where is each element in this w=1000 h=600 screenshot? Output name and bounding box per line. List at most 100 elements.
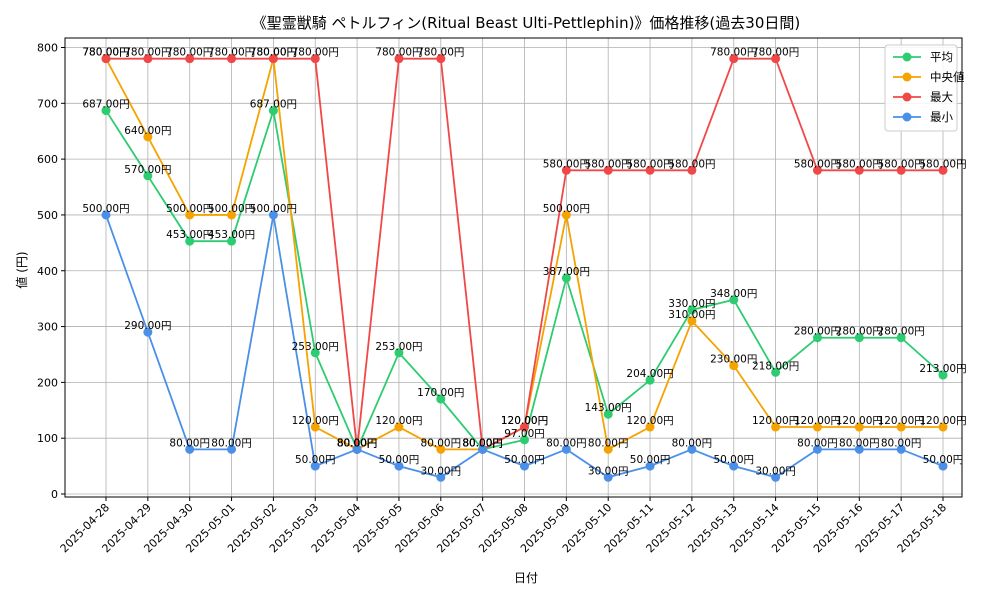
data-point <box>645 461 655 471</box>
data-label: 780.00円 <box>208 47 255 59</box>
data-label: 780.00円 <box>752 47 799 59</box>
data-point <box>143 171 153 181</box>
data-point <box>185 54 195 64</box>
data-point <box>394 422 404 432</box>
data-point <box>394 461 404 471</box>
data-point <box>938 165 948 175</box>
x-axis-label: 日付 <box>514 571 538 585</box>
data-label: 290.00円 <box>124 320 171 332</box>
data-label: 453.00円 <box>208 229 255 241</box>
data-point <box>436 472 446 482</box>
data-point <box>771 472 781 482</box>
data-label: 120.00円 <box>752 415 799 427</box>
data-label: 453.00円 <box>166 229 213 241</box>
data-point <box>896 165 906 175</box>
data-label: 330.00円 <box>668 298 715 310</box>
data-label: 120.00円 <box>836 415 883 427</box>
data-point <box>561 273 571 283</box>
data-point <box>729 295 739 305</box>
data-label: 780.00円 <box>250 47 297 59</box>
legend-entry: 最小 <box>930 110 953 124</box>
y-axis-label: 値 (円) <box>14 251 29 288</box>
data-point <box>812 422 822 432</box>
data-label: 213.00円 <box>919 363 966 375</box>
data-label: 780.00円 <box>417 47 464 59</box>
y-tick-label: 700 <box>37 97 58 110</box>
data-label: 80.00円 <box>337 437 378 449</box>
data-label: 580.00円 <box>836 158 883 170</box>
data-point <box>854 165 864 175</box>
data-point <box>854 422 864 432</box>
data-label: 780.00円 <box>292 47 339 59</box>
data-point <box>143 327 153 337</box>
data-point <box>185 444 195 454</box>
data-label: 348.00円 <box>710 288 757 300</box>
y-tick-label: 600 <box>37 153 58 166</box>
data-point <box>854 333 864 343</box>
data-label: 310.00円 <box>668 309 715 321</box>
data-label: 120.00円 <box>375 415 422 427</box>
data-point <box>687 305 697 315</box>
data-point <box>561 165 571 175</box>
data-label: 50.00円 <box>713 454 754 466</box>
data-point <box>603 165 613 175</box>
data-point <box>938 461 948 471</box>
grid <box>65 38 962 497</box>
data-label: 80.00円 <box>839 437 880 449</box>
data-point <box>561 444 571 454</box>
data-label: 80.00円 <box>337 437 378 449</box>
data-point <box>310 461 320 471</box>
data-point <box>896 333 906 343</box>
data-label: 280.00円 <box>794 326 841 338</box>
data-point <box>478 444 488 454</box>
data-point <box>896 444 906 454</box>
data-point <box>268 106 278 116</box>
y-tick-label: 800 <box>37 42 58 55</box>
plot-frame <box>64 37 963 498</box>
data-point <box>394 54 404 64</box>
data-point <box>227 444 237 454</box>
data-point <box>645 422 655 432</box>
data-point <box>310 348 320 358</box>
data-label: 687.00円 <box>250 99 297 111</box>
data-label: 500.00円 <box>82 203 129 215</box>
data-label: 780.00円 <box>82 47 129 59</box>
data-label: 500.00円 <box>166 203 213 215</box>
data-point <box>812 333 822 343</box>
data-label: 170.00円 <box>417 387 464 399</box>
data-label: 120.00円 <box>501 415 548 427</box>
data-label: 80.00円 <box>169 437 210 449</box>
data-label: 580.00円 <box>585 158 632 170</box>
data-label: 580.00円 <box>919 158 966 170</box>
data-label: 500.00円 <box>250 203 297 215</box>
data-label: 80.00円 <box>672 437 713 449</box>
data-label: 80.00円 <box>462 437 503 449</box>
data-point <box>520 435 529 445</box>
data-point <box>687 165 697 175</box>
data-label: 80.00円 <box>337 437 378 449</box>
series-layer <box>101 54 948 482</box>
data-label: 780.00円 <box>250 47 297 59</box>
data-label: 50.00円 <box>923 454 964 466</box>
data-point <box>645 375 655 385</box>
data-point <box>185 236 195 246</box>
data-label: 97.00円 <box>504 428 545 440</box>
data-label: 387.00円 <box>543 266 590 278</box>
data-point <box>687 444 697 454</box>
y-tick-label: 300 <box>37 321 58 334</box>
data-label: 640.00円 <box>124 125 171 137</box>
data-point <box>854 444 864 454</box>
data-point <box>938 370 948 380</box>
data-point <box>268 54 278 64</box>
data-label: 780.00円 <box>375 47 422 59</box>
data-label: 80.00円 <box>797 437 838 449</box>
data-label: 143.00円 <box>585 402 632 414</box>
data-label: 580.00円 <box>668 158 715 170</box>
data-point <box>227 210 237 220</box>
data-label: 80.00円 <box>462 437 503 449</box>
data-label: 580.00円 <box>543 158 590 170</box>
legend-box <box>884 44 958 132</box>
y-tick-label: 400 <box>37 265 58 278</box>
data-point <box>771 54 781 64</box>
